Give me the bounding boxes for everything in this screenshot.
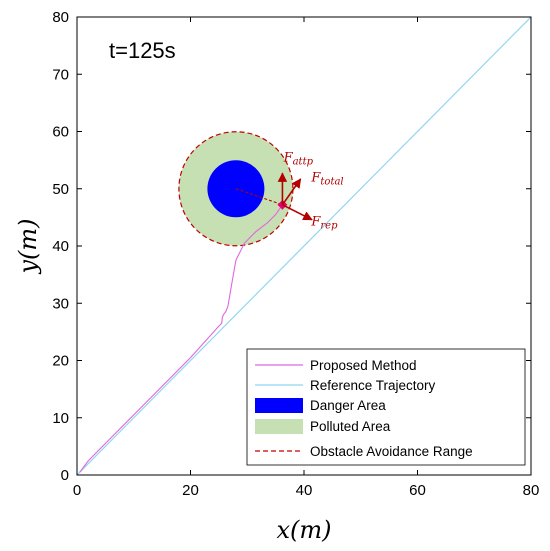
legend-label-avoidance: Obstacle Avoidance Range	[310, 444, 473, 459]
legend-label-proposed: Proposed Method	[310, 358, 417, 373]
legend-swatch-danger	[255, 398, 303, 413]
x-tick-label: 0	[73, 482, 81, 499]
legend: Proposed Method Reference Trajectory Dan…	[246, 348, 526, 466]
x-tick-label: 40	[296, 482, 313, 499]
reference-trajectory-line	[77, 17, 531, 475]
time-label: t=125s	[109, 38, 176, 63]
force-layer: Fattp Ftotal Frep	[277, 150, 344, 231]
y-tick-label: 40	[52, 238, 69, 255]
legend-label-reference: Reference Trajectory	[310, 378, 436, 393]
y-tick-label: 60	[52, 124, 69, 141]
force-label-total: Ftotal	[310, 170, 343, 187]
force-label-attp: Fattp	[283, 150, 314, 167]
y-tick-label: 80	[52, 9, 69, 26]
force-arrow-rep	[282, 204, 313, 221]
legend-label-polluted: Polluted Area	[310, 419, 391, 434]
y-tick-label: 20	[52, 353, 69, 370]
y-tick-label: 30	[52, 295, 69, 312]
proposed-method-line	[79, 204, 283, 473]
x-tick-label: 20	[182, 482, 199, 499]
repulsion-direction-line	[235, 188, 283, 206]
force-label-rep: Frep	[310, 214, 338, 231]
y-tick-label: 50	[52, 181, 69, 198]
x-tick-label: 80	[523, 482, 540, 499]
y-tick-label: 0	[61, 467, 69, 484]
x-axis-ticks: 0 20 40 60 80	[73, 17, 540, 499]
legend-swatch-polluted	[255, 419, 303, 434]
x-tick-label: 60	[409, 482, 426, 499]
legend-label-danger: Danger Area	[310, 398, 386, 413]
y-tick-label: 10	[52, 410, 69, 427]
y-tick-label: 70	[52, 66, 69, 83]
y-axis-label: y(m)	[14, 218, 42, 274]
force-arrow-total	[281, 178, 302, 206]
x-axis-label: x(m)	[276, 516, 331, 544]
y-axis-ticks: 0 10 20 30 40 50 60 70 80	[52, 9, 531, 484]
